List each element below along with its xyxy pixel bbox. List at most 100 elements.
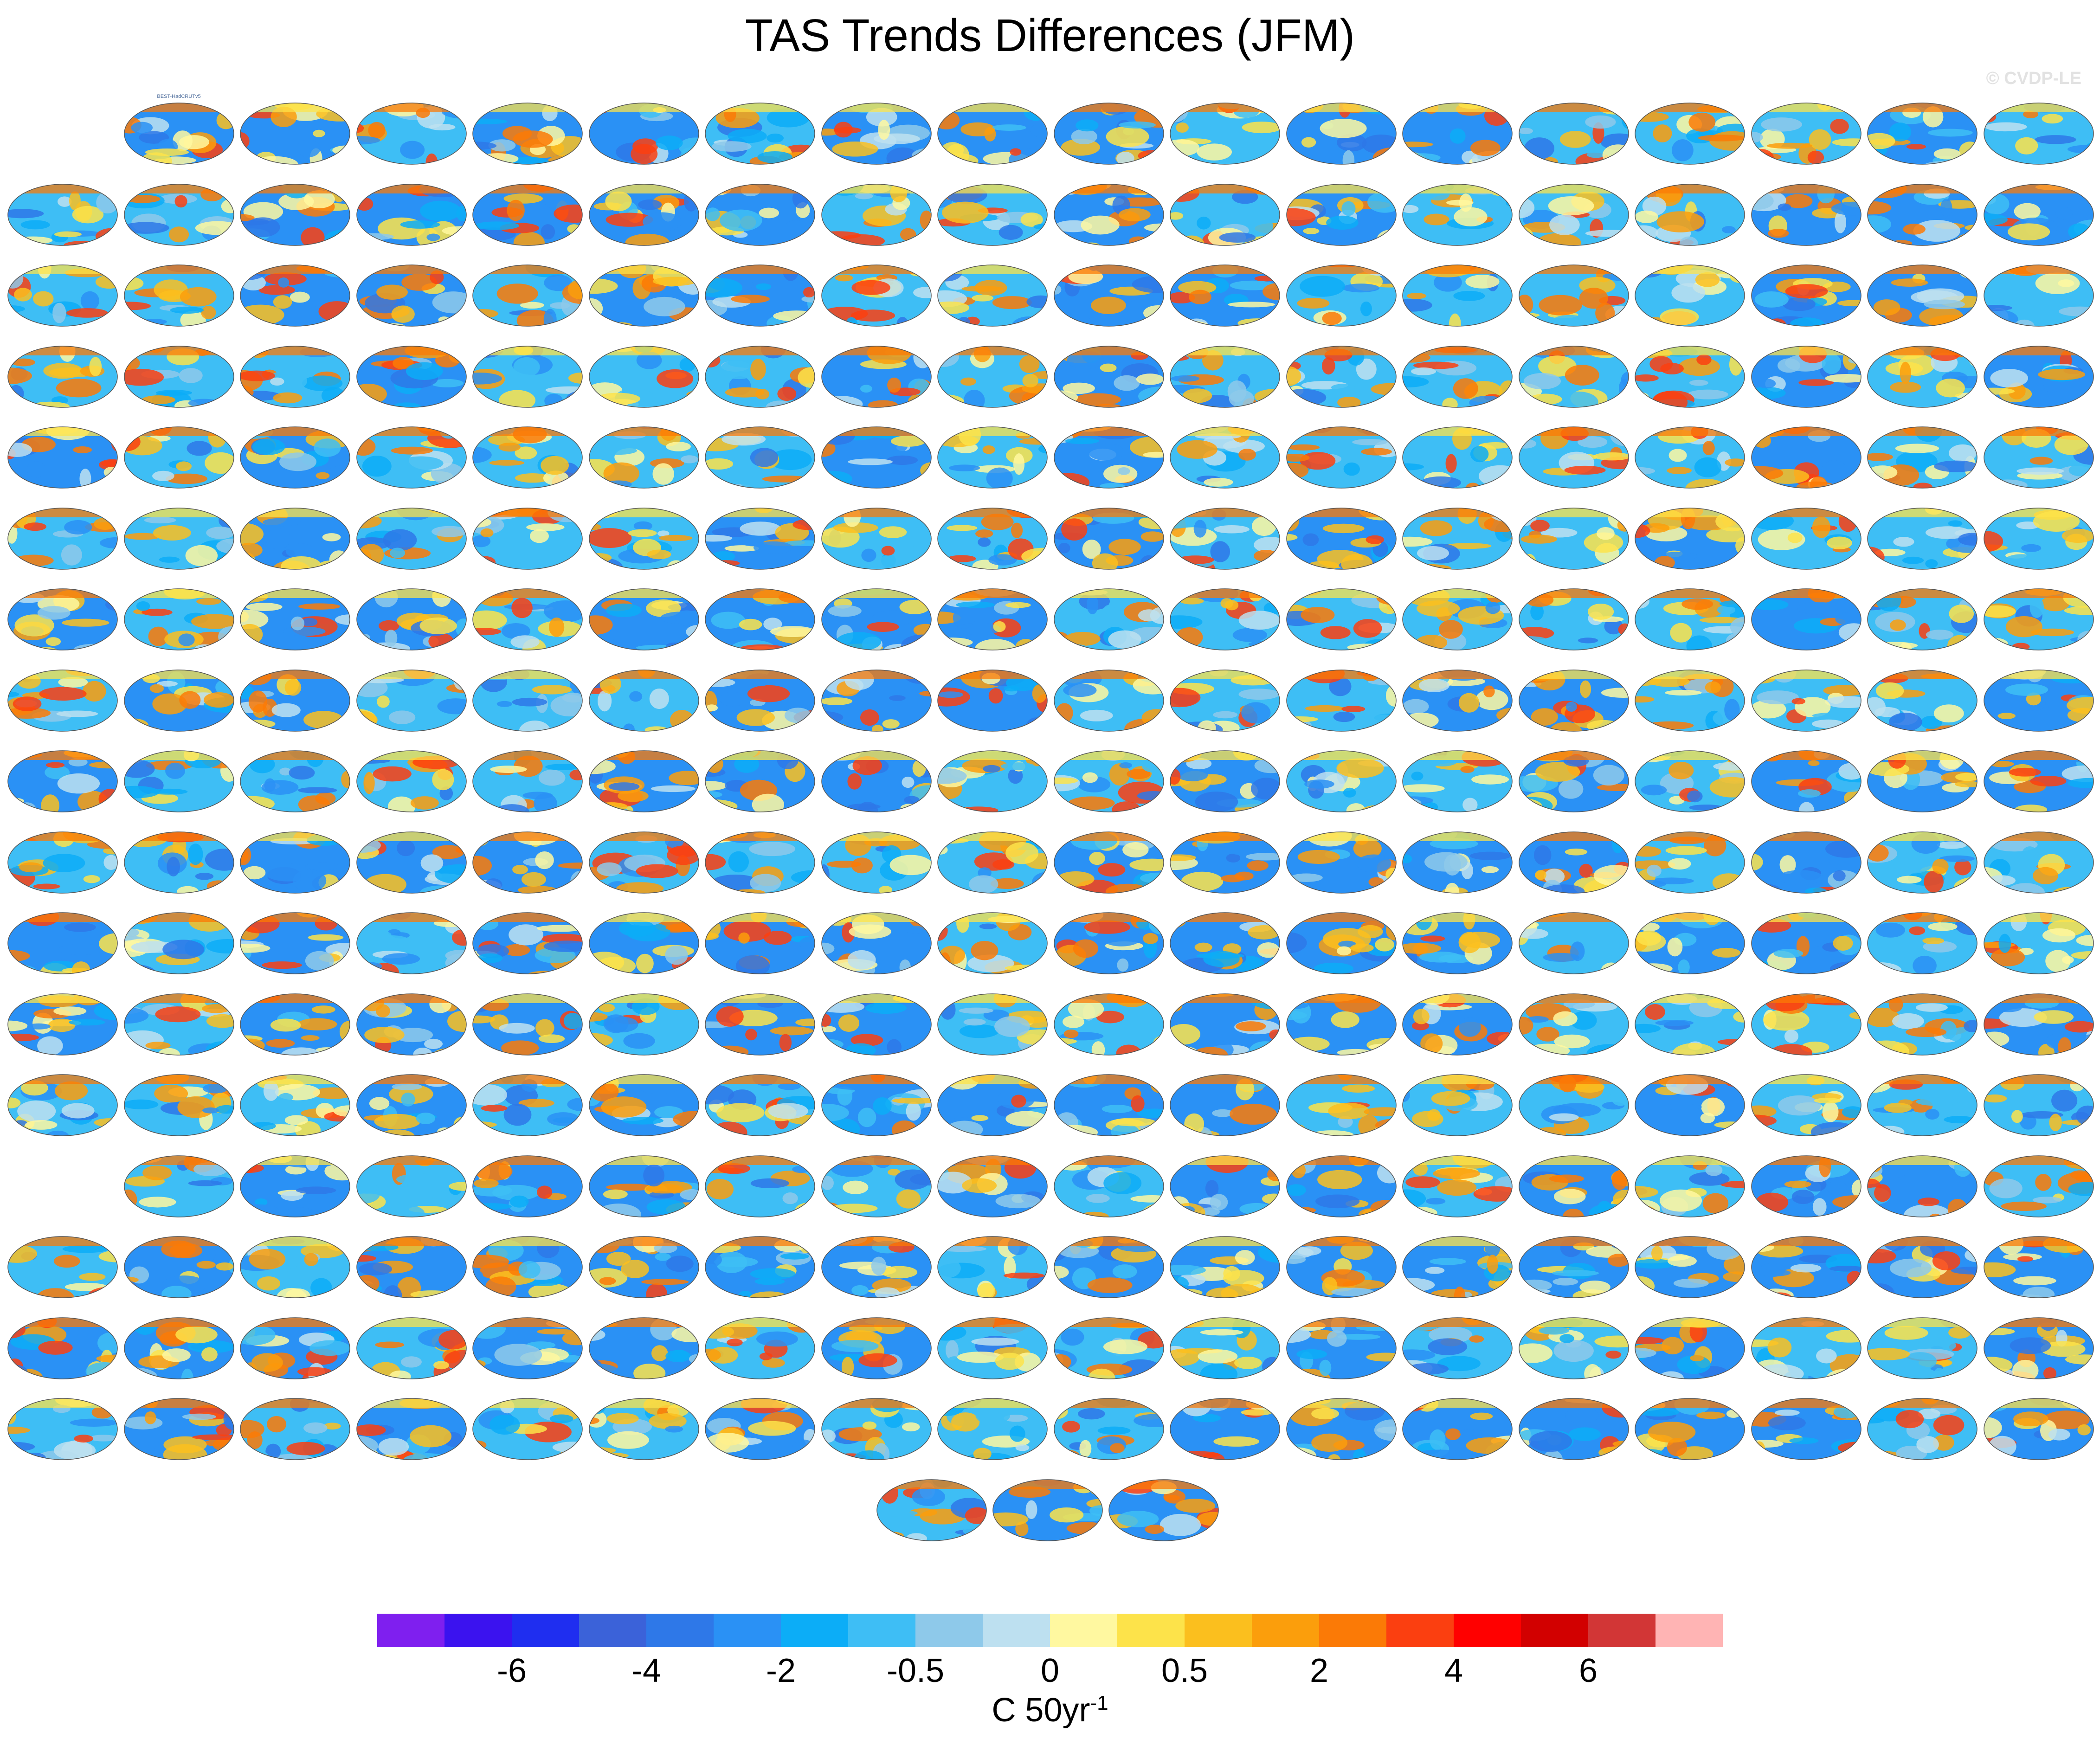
map-panel [1169, 102, 1281, 165]
map-panel [123, 183, 235, 246]
map-panel [472, 507, 583, 570]
map-panel [1053, 426, 1165, 489]
map-panel [356, 264, 467, 327]
map-panel [1402, 345, 1513, 408]
map-panel [1751, 588, 1862, 651]
map-panel [1867, 1317, 1978, 1380]
map-panel [937, 345, 1048, 408]
map-panel [704, 750, 816, 813]
map-panel [821, 588, 932, 651]
map-panel [1983, 588, 2094, 651]
map-panel [1169, 993, 1281, 1056]
map-panel [1867, 1236, 1978, 1299]
colorbar-swatch [1117, 1614, 1185, 1647]
map-panel [704, 588, 816, 651]
map-panel [1286, 345, 1397, 408]
map-panel [1751, 1155, 1862, 1218]
map-panel [472, 1155, 583, 1218]
map-panel [472, 183, 583, 246]
map-panel [7, 264, 118, 327]
map-panel [1518, 1317, 1630, 1380]
map-panel [239, 750, 351, 813]
map-panel [1634, 993, 1746, 1056]
map-panel [472, 345, 583, 408]
map-panel [1867, 507, 1978, 570]
colorbar-swatch [1319, 1614, 1386, 1647]
colorbar-swatch [1588, 1614, 1656, 1647]
map-panel [239, 588, 351, 651]
map-panel [7, 183, 118, 246]
map-panel [1634, 1317, 1746, 1380]
map-panel [1053, 1236, 1165, 1299]
map-panel [704, 102, 816, 165]
map-panel [1867, 183, 1978, 246]
map-panel [239, 345, 351, 408]
map-panel [588, 831, 700, 894]
colorbar-swatch [781, 1614, 848, 1647]
map-panel [1053, 912, 1165, 975]
map-panel [1518, 426, 1630, 489]
map-panel [356, 1317, 467, 1380]
map-panel [1867, 912, 1978, 975]
map-panel [1634, 588, 1746, 651]
map-panel [1402, 993, 1513, 1056]
map-panel [1286, 426, 1397, 489]
map-panel [1751, 1317, 1862, 1380]
map-panel [1983, 1155, 2094, 1218]
map-panel [1169, 183, 1281, 246]
map-panel [7, 912, 118, 975]
colorbar-tick-label: 2 [1309, 1652, 1329, 1689]
map-panel [1402, 1155, 1513, 1218]
map-panel [1169, 1397, 1281, 1461]
map-panel [239, 1155, 351, 1218]
map-panel [1867, 1074, 1978, 1137]
map-panel [1169, 669, 1281, 732]
map-panel [1634, 669, 1746, 732]
map-panel [1751, 102, 1862, 165]
map-panel [123, 1397, 235, 1461]
map-panel [1518, 1155, 1630, 1218]
map-panel [1053, 993, 1165, 1056]
map-panel [239, 1074, 351, 1137]
map-panel [1169, 426, 1281, 489]
map-panel [1983, 1397, 2094, 1461]
map-panel [1634, 1074, 1746, 1137]
map-panel [7, 669, 118, 732]
map-panel [588, 1317, 700, 1380]
map-panel [1286, 183, 1397, 246]
map-panel [1169, 1155, 1281, 1218]
map-panel [123, 750, 235, 813]
map-panel [1751, 1397, 1862, 1461]
colorbar-tick-label: -0.5 [886, 1652, 945, 1689]
map-panel [1402, 1074, 1513, 1137]
map-panel [1867, 426, 1978, 489]
map-panel [7, 1317, 118, 1380]
map-panel [1169, 1317, 1281, 1380]
map-panel [588, 1074, 700, 1137]
map-panel [1983, 1317, 2094, 1380]
map-panel [1751, 345, 1862, 408]
map-panel [1053, 345, 1165, 408]
map-panel [1286, 507, 1397, 570]
map-panel [123, 669, 235, 732]
map-panel [1867, 669, 1978, 732]
map-panel [1518, 264, 1630, 327]
map-panel [821, 345, 932, 408]
map-panel [1751, 507, 1862, 570]
map-panel [1518, 102, 1630, 165]
map-panel [472, 831, 583, 894]
map-panel [937, 1074, 1048, 1137]
map-panel [821, 1317, 932, 1380]
map-panel [1634, 426, 1746, 489]
map-panel [992, 1479, 1103, 1542]
map-panel [1286, 669, 1397, 732]
map-panel [876, 1479, 987, 1542]
map-panel [1286, 750, 1397, 813]
map-panel [1286, 1074, 1397, 1137]
map-panel [1751, 669, 1862, 732]
map-panel [472, 1397, 583, 1461]
map-panel [1108, 1479, 1219, 1542]
map-panel [1286, 1155, 1397, 1218]
map-panel [1286, 831, 1397, 894]
